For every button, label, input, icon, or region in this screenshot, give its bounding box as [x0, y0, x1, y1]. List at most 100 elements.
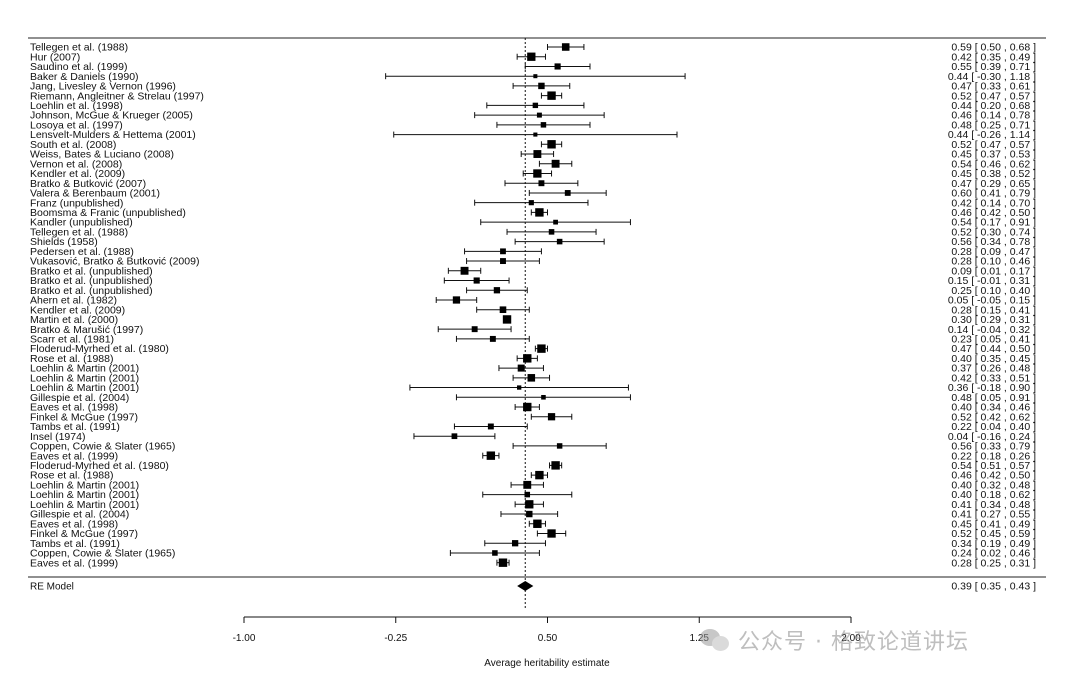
study-label: Bratko et al. (unpublished)	[30, 275, 153, 287]
estimate-point	[537, 344, 546, 353]
study-row: Scarr et al. (1981) 0.23 [ 0.05 , 0.41 ]	[30, 334, 1036, 346]
study-label: Loehlin & Martin (2001)	[30, 372, 139, 384]
estimate-point	[533, 519, 542, 528]
study-label: Pedersen et al. (1988)	[30, 246, 134, 258]
estimate-point	[536, 112, 542, 118]
study-label: Weiss, Bates & Luciano (2008)	[30, 149, 174, 161]
study-row: Eaves et al. (1998) 0.45 [ 0.41 , 0.49 ]	[30, 518, 1036, 530]
study-label: Scarr et al. (1981)	[30, 334, 114, 346]
study-row: Jang, Livesley & Vernon (1996) 0.47 [ 0.3…	[30, 81, 1036, 93]
study-row: Hur (2007) 0.42 [ 0.35 , 0.49 ]	[30, 51, 1036, 63]
study-label: Gillespie et al. (2004)	[30, 509, 129, 521]
estimate-point	[489, 335, 496, 342]
estimate-point	[538, 180, 545, 187]
estimate-point	[551, 461, 560, 470]
estimate-point	[540, 122, 547, 128]
study-row: Kendler et al. (2009) 0.45 [ 0.38 , 0.52 …	[30, 168, 1036, 180]
estimate-text: 0.52 [ 0.42 , 0.62 ]	[951, 411, 1036, 423]
estimate-text: 0.28 [ 0.15 , 0.41 ]	[951, 304, 1036, 316]
estimate-point	[533, 74, 538, 79]
study-label: Jang, Livesley & Vernon (1996)	[30, 81, 176, 93]
estimate-text: 0.54 [ 0.46 , 0.62 ]	[951, 158, 1036, 170]
study-row: Loehlin & Martin (2001) 0.37 [ 0.26 , 0.4…	[30, 363, 1036, 375]
estimate-point	[523, 480, 532, 489]
study-row: Gillespie et al. (2004) 0.41 [ 0.27 , 0.5…	[30, 509, 1036, 521]
study-label: Loehlin & Martin (2001)	[30, 479, 139, 491]
estimate-text: 0.40 [ 0.32 , 0.48 ]	[951, 479, 1036, 491]
estimate-point	[517, 364, 525, 372]
study-label: Lensvelt-Mulders & Hettema (2001)	[30, 129, 196, 141]
estimate-text: 0.42 [ 0.35 , 0.49 ]	[951, 51, 1036, 63]
estimate-point	[452, 296, 461, 304]
study-label: Bratko & Marušić (1997)	[30, 324, 143, 336]
estimate-text: 0.41 [ 0.34 , 0.48 ]	[951, 499, 1036, 511]
estimate-text: 0.04 [ -0.16 , 0.24 ]	[948, 431, 1036, 443]
estimate-point	[527, 52, 536, 61]
study-label: Martin et al. (2000)	[30, 314, 118, 326]
estimate-point	[547, 529, 556, 538]
watermark: 公众号 · 格致论道讲坛	[700, 622, 969, 658]
study-row: Pedersen et al. (1988) 0.28 [ 0.09 , 0.47…	[30, 246, 1036, 258]
study-rows: Tellegen et al. (1988) 0.59 [ 0.50 , 0.68…	[30, 42, 1036, 570]
estimate-text: 0.48 [ 0.05 , 0.91 ]	[951, 392, 1036, 404]
estimate-text: 0.23 [ 0.05 , 0.41 ]	[951, 334, 1036, 346]
estimate-point	[460, 266, 469, 275]
estimate-text: 0.41 [ 0.27 , 0.55 ]	[951, 509, 1036, 521]
study-row: Finkel & McGue (1997) 0.52 [ 0.42 , 0.62 …	[30, 411, 1036, 423]
estimate-point	[486, 451, 496, 460]
study-row: Coppen, Cowie & Slater (1965) 0.56 [ 0.33…	[30, 441, 1036, 453]
estimate-point	[561, 43, 570, 51]
estimate-text: 0.22 [ 0.04 , 0.40 ]	[951, 421, 1036, 433]
study-row: Loehlin & Martin (2001) 0.41 [ 0.34 , 0.4…	[30, 499, 1036, 511]
estimate-text: 0.28 [ 0.10 , 0.46 ]	[951, 256, 1036, 268]
estimate-point	[533, 132, 538, 137]
estimate-text: 0.40 [ 0.34 , 0.46 ]	[951, 402, 1036, 414]
estimate-text: 0.60 [ 0.41 , 0.79 ]	[951, 188, 1036, 200]
study-row: Loehlin & Martin (2001) 0.42 [ 0.33 , 0.5…	[30, 372, 1036, 384]
estimate-point	[556, 443, 563, 449]
study-label: Kendler et al. (2009)	[30, 168, 125, 180]
summary-row: RE Model 0.39 [ 0.35 , 0.43 ]	[30, 581, 1036, 593]
estimate-point	[487, 423, 494, 430]
estimate-point	[554, 63, 561, 70]
study-row: Kandler (unpublished) 0.54 [ 0.17 , 0.91 …	[30, 217, 1036, 229]
study-label: Tellegen et al. (1988)	[30, 42, 128, 54]
study-label: Losoya et al. (1997)	[30, 119, 123, 131]
study-row: Baker & Daniels (1990) 0.44 [ -0.30 , 1.1…	[30, 71, 1036, 83]
estimate-point	[471, 326, 478, 333]
estimate-text: 0.05 [ -0.05 , 0.15 ]	[948, 295, 1036, 307]
study-label: Eaves et al. (1998)	[30, 518, 118, 530]
study-label: Finkel & McGue (1997)	[30, 528, 138, 540]
estimate-text: 0.45 [ 0.41 , 0.49 ]	[951, 518, 1036, 530]
estimate-point	[498, 558, 508, 567]
estimate-text: 0.45 [ 0.37 , 0.53 ]	[951, 149, 1036, 161]
study-label: Hur (2007)	[30, 51, 80, 63]
estimate-text: 0.34 [ 0.19 , 0.49 ]	[951, 538, 1036, 550]
estimate-point	[535, 470, 544, 480]
study-label: Eaves et al. (1999)	[30, 450, 118, 462]
study-label: Bratko & Butković (2007)	[30, 178, 146, 190]
study-label: Ahern et al. (1982)	[30, 295, 117, 307]
study-row: Bratko & Marušić (1997) 0.14 [ -0.04 , 0.…	[30, 324, 1036, 336]
estimate-point	[523, 354, 532, 363]
estimate-text: 0.36 [ -0.18 , 0.90 ]	[948, 382, 1036, 394]
estimate-point	[547, 140, 556, 149]
study-label: Tambs et al. (1991)	[30, 538, 120, 550]
study-row: Losoya et al. (1997) 0.48 [ 0.25 , 0.71 ]	[30, 119, 1036, 131]
wechat-bubbles-icon	[700, 627, 730, 653]
estimate-point	[525, 500, 534, 509]
study-label: Rose et al. (1988)	[30, 470, 113, 482]
estimate-point	[500, 258, 506, 265]
study-row: Kendler et al. (2009) 0.28 [ 0.15 , 0.41 …	[30, 304, 1036, 316]
study-label: Baker & Daniels (1990)	[30, 71, 139, 83]
study-row: Tellegen et al. (1988) 0.52 [ 0.30 , 0.74…	[30, 226, 1036, 238]
study-label: Johnson, McGue & Krueger (2005)	[30, 110, 193, 122]
estimate-text: 0.52 [ 0.30 , 0.74 ]	[951, 226, 1036, 238]
study-label: Loehlin & Martin (2001)	[30, 363, 139, 375]
estimate-text: 0.44 [ -0.30 , 1.18 ]	[948, 71, 1036, 83]
estimate-text: 0.46 [ 0.14 , 0.78 ]	[951, 110, 1036, 122]
estimate-point	[473, 277, 480, 284]
study-label: Tambs et al. (1991)	[30, 421, 120, 433]
x-tick-label: -1.00	[233, 633, 256, 644]
